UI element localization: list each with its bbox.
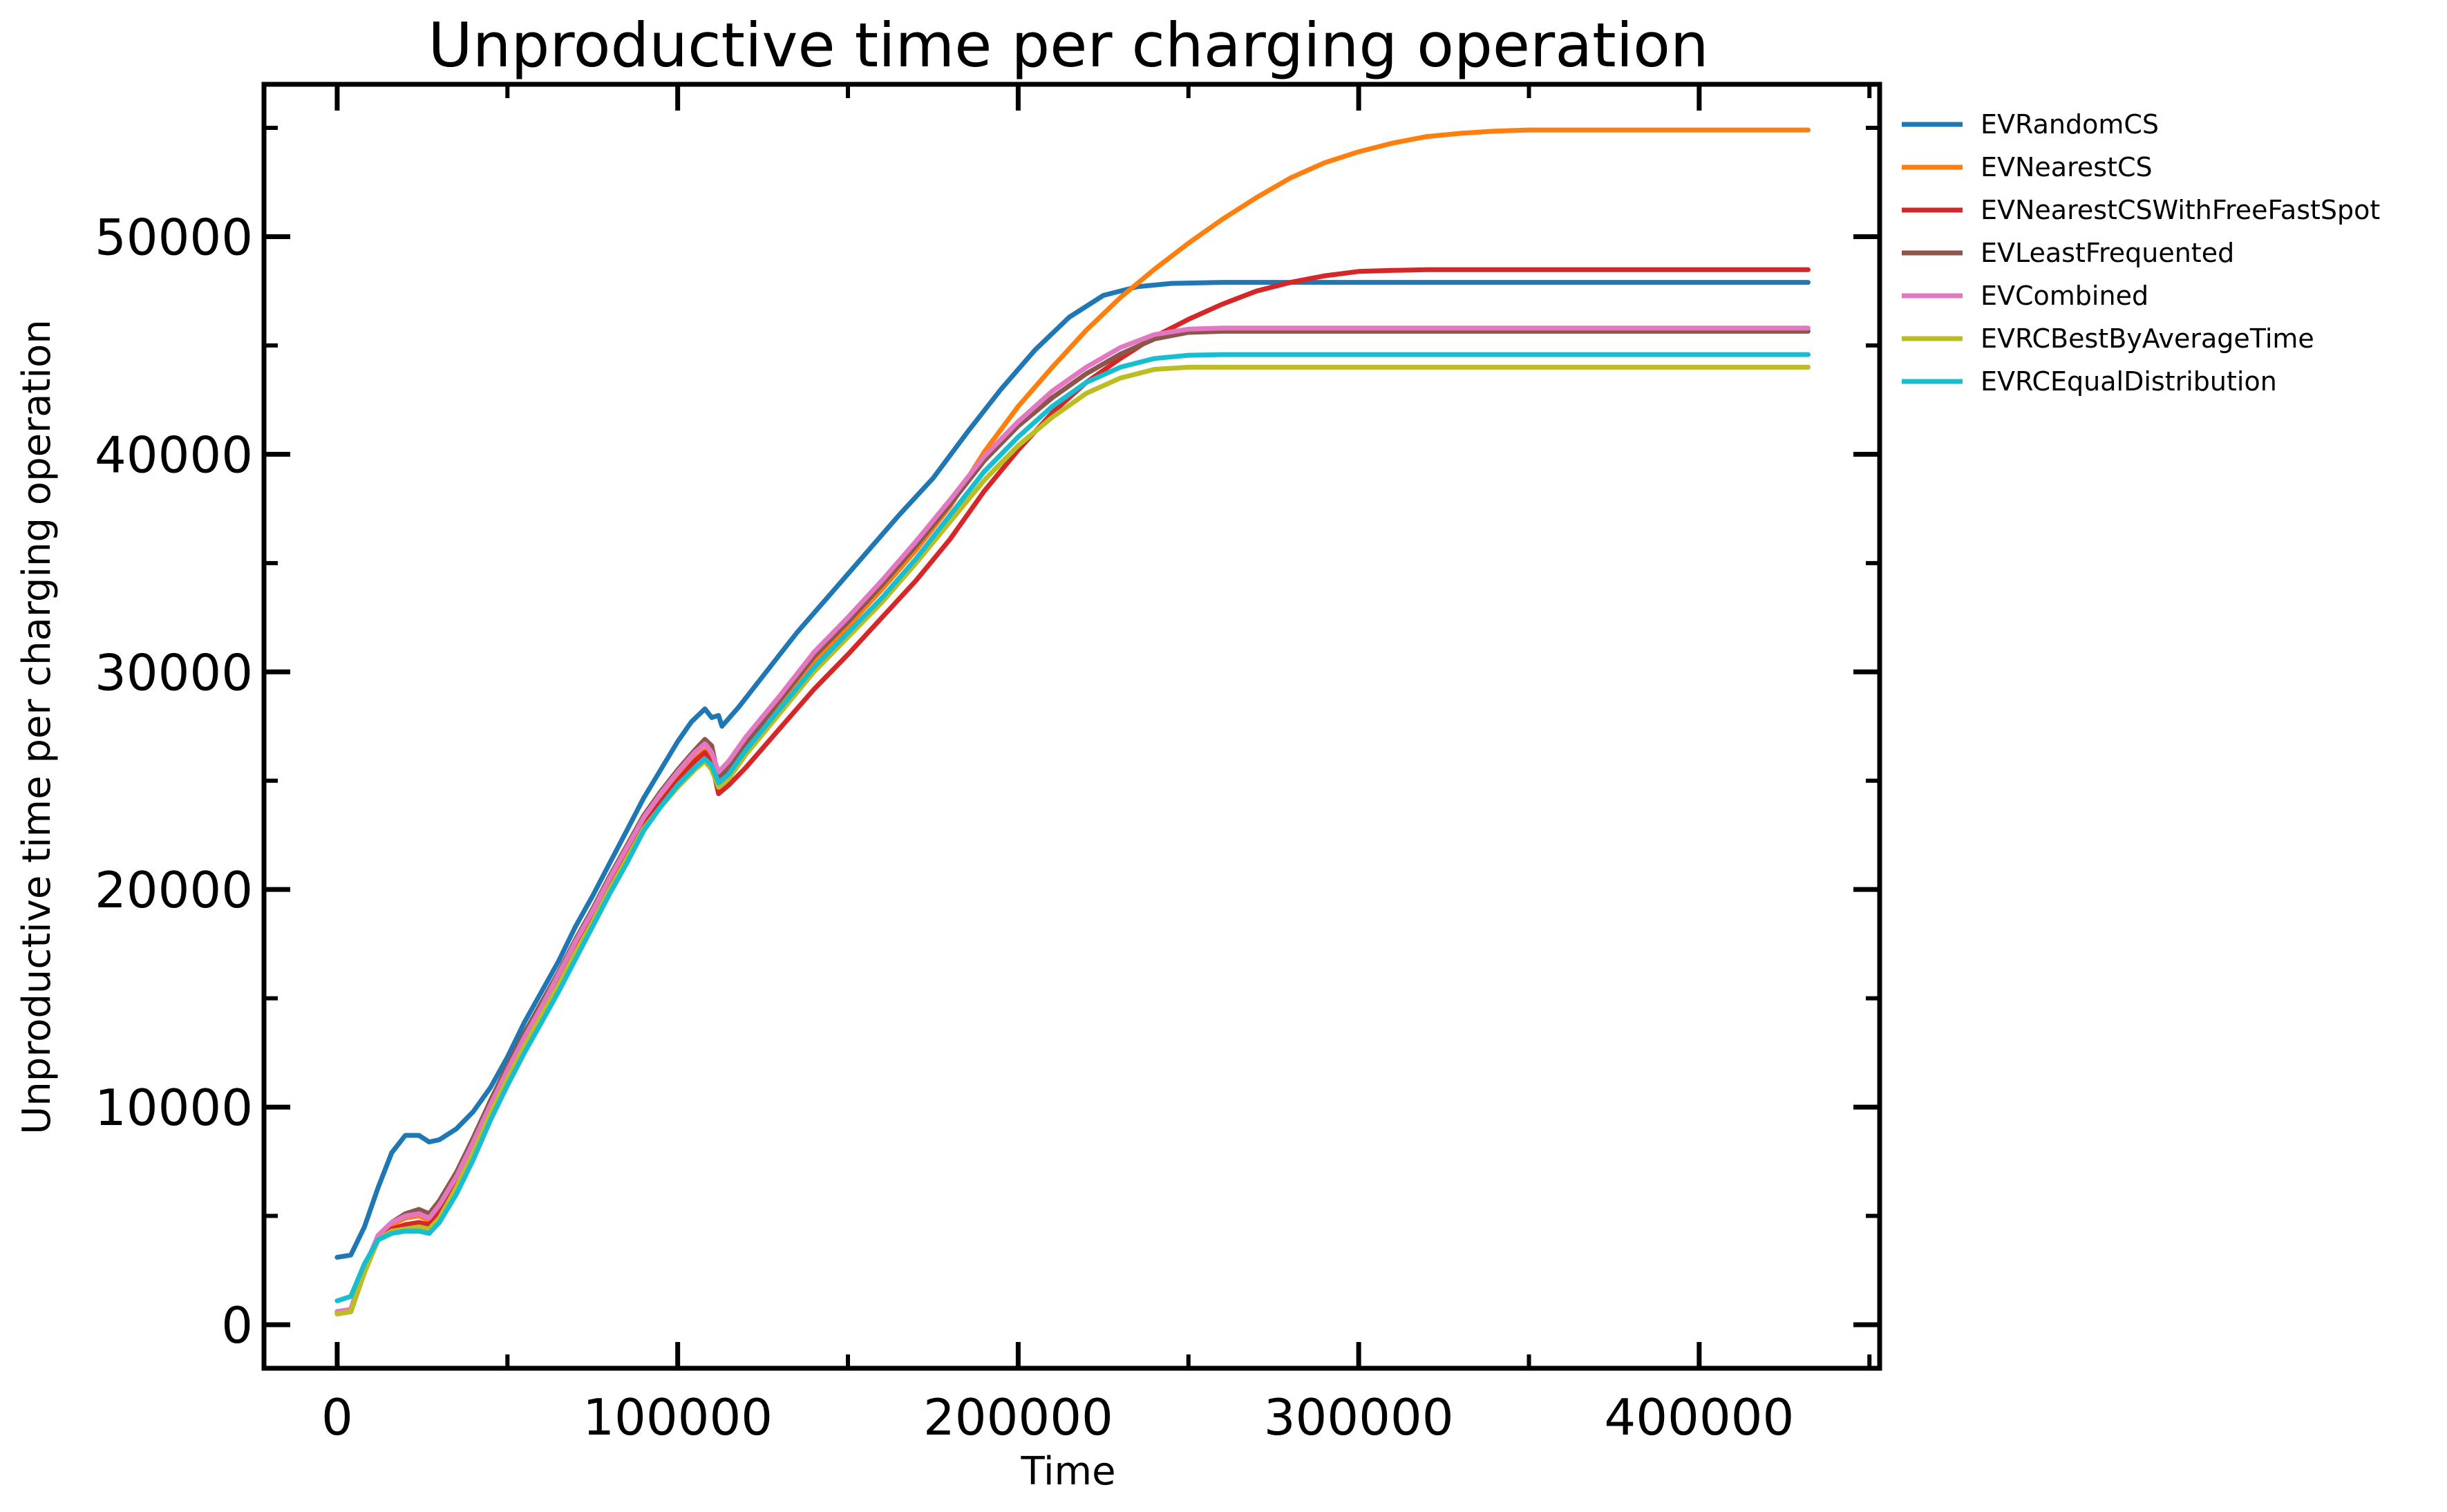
plot-frame xyxy=(261,82,1882,1371)
series-line-6 xyxy=(334,352,1811,1303)
legend-label: EVLeastFrequented xyxy=(1981,238,2234,268)
y-tick-label: 20000 xyxy=(95,861,253,919)
series-line-0 xyxy=(334,280,1811,1260)
x-axis-label: Time xyxy=(1020,1449,1115,1494)
x-tick-label: 200000 xyxy=(923,1388,1113,1446)
x-tick-label: 0 xyxy=(321,1388,353,1446)
series-line-4 xyxy=(334,325,1811,1314)
y-axis-label: Unproductive time per charging operation xyxy=(15,319,59,1134)
legend: EVRandomCS EVNearestCS EVNearestCSWithFree… xyxy=(1902,109,2380,397)
y-tick-label: 40000 xyxy=(95,426,253,484)
y-tick-label: 50000 xyxy=(95,208,253,266)
y-tick-label: 30000 xyxy=(95,643,253,701)
legend-label: EVRandomCS xyxy=(1981,109,2159,140)
chart-title: Unproductive time per charging operation xyxy=(428,10,1708,81)
plot-area xyxy=(334,127,1811,1316)
legend-label: EVNearestCS xyxy=(1981,152,2153,182)
axes: 0 100000 200000 300000 400000 0 10000 20000 3000… xyxy=(95,82,1882,1446)
x-tick-label: 100000 xyxy=(583,1388,773,1446)
y-tick-label: 10000 xyxy=(95,1079,253,1137)
x-tick-label: 400000 xyxy=(1604,1388,1794,1446)
legend-label: EVRCBestByAverageTime xyxy=(1981,323,2314,354)
x-tick-label: 300000 xyxy=(1264,1388,1454,1446)
legend-label: EVCombined xyxy=(1981,281,2148,311)
y-tick-label: 0 xyxy=(221,1296,253,1354)
legend-label: EVNearestCSWithFreeFastSpot xyxy=(1981,195,2380,225)
legend-label: EVRCEqualDistribution xyxy=(1981,366,2277,397)
